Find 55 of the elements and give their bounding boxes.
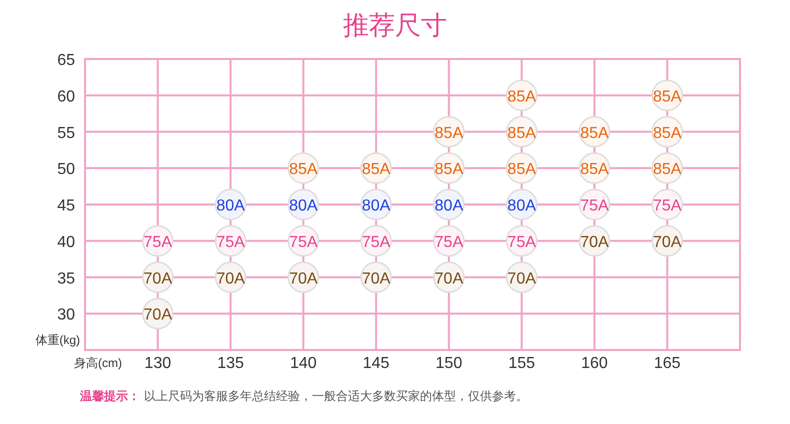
text: 以上尺码为客服多年总结经验，一般合适大多数买家的体型，仅供参考。 <box>144 389 528 403</box>
text: 70A <box>434 270 464 288</box>
chart-title: 推荐尺寸 <box>343 10 447 40</box>
text: 85A <box>652 124 682 142</box>
text: 85A <box>434 161 464 178</box>
text: 70A <box>289 270 318 288</box>
text: 75A <box>362 234 390 251</box>
text: 75A <box>507 234 536 251</box>
text: 85A <box>289 161 318 178</box>
text: 80A <box>362 198 390 214</box>
series-label: 75A <box>216 234 246 251</box>
series-label: 85A <box>362 161 391 178</box>
y-tick-label: 65 <box>57 52 76 69</box>
y-tick-label: 40 <box>57 234 76 251</box>
y-tick-label: 55 <box>57 124 76 142</box>
y-tick-label: 60 <box>57 88 76 106</box>
text: 70A <box>580 234 609 251</box>
x-tick-label: 155 <box>508 355 536 372</box>
text: 85A <box>507 124 536 142</box>
text: 80A <box>289 198 318 214</box>
text: 80A <box>507 198 536 214</box>
y-axis-title: 体重(kg) <box>35 333 80 347</box>
text: 75A <box>289 234 318 251</box>
y-tick-label: 50 <box>57 161 76 178</box>
series-label: 70A <box>216 270 246 288</box>
text: 75A <box>580 198 609 214</box>
text: 70A <box>144 270 172 288</box>
y-tick-label: 45 <box>57 198 76 214</box>
x-axis-title: 身高(cm) <box>74 356 122 370</box>
x-tick-label: 150 <box>436 355 462 372</box>
y-tick-label: 35 <box>57 270 76 288</box>
x-tick-label: 165 <box>654 355 681 372</box>
text: 85A <box>652 161 682 178</box>
x-tick-label: 135 <box>217 355 244 372</box>
text: 75A <box>144 234 172 251</box>
y-tick-label: 30 <box>57 306 76 324</box>
text: 85A <box>652 88 682 106</box>
text: 70A <box>362 270 390 288</box>
x-tick-label: 130 <box>144 355 172 372</box>
text: 75A <box>434 234 464 251</box>
text: 85A <box>507 88 536 106</box>
x-tick-label: 145 <box>362 355 390 372</box>
x-tick-label: 160 <box>581 355 608 372</box>
text: 80A <box>434 198 464 214</box>
x-tick-label: 140 <box>290 355 317 372</box>
text: 85A <box>580 161 609 178</box>
text: 85A <box>434 124 464 142</box>
text: 75A <box>652 198 682 214</box>
text: 70A <box>652 234 682 251</box>
text: 85A <box>580 124 609 142</box>
series-label: 80A <box>216 198 246 214</box>
text: 温馨提示： <box>79 389 140 403</box>
text: 85A <box>507 161 536 178</box>
text: 70A <box>144 306 172 324</box>
text: 70A <box>507 270 536 288</box>
